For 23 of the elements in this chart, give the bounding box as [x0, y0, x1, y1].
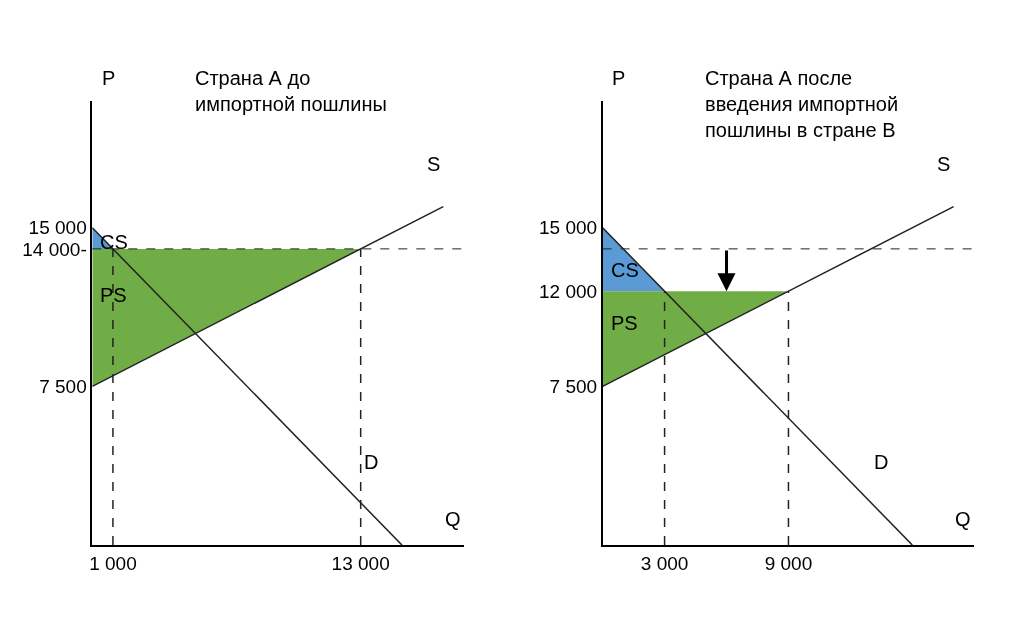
y-tick-label: 15 000	[538, 217, 598, 239]
y-tick-label: 14 000-	[22, 238, 87, 260]
x-tick-label: 13 000	[331, 552, 390, 574]
series-label: PS	[100, 284, 127, 306]
y-tick-label: 7 500	[549, 376, 598, 398]
y-tick-label: 7 500	[39, 376, 87, 398]
x-axis-title: Q	[445, 508, 461, 530]
series-label: D	[874, 451, 889, 473]
x-tick-label: 1 000	[89, 552, 137, 574]
x-tick-label: 9 000	[764, 552, 813, 574]
y-axis-title: P	[102, 67, 116, 89]
x-axis-title: Q	[955, 508, 971, 530]
series-label: D	[364, 451, 379, 473]
y-tick-label: 12 000	[538, 280, 598, 302]
series-label: S	[937, 153, 951, 175]
chart-title: Страна А после введения импортной пошлины в стране В	[705, 67, 899, 141]
series-label: CS	[611, 259, 639, 281]
chart-title: Страна А до импортной пошлины	[195, 67, 387, 115]
series-label: PS	[611, 312, 638, 334]
y-tick-label: 15 000	[28, 217, 87, 239]
y-axis-title: P	[612, 67, 626, 89]
series-label: S	[427, 153, 441, 175]
x-tick-label: 3 000	[640, 552, 689, 574]
